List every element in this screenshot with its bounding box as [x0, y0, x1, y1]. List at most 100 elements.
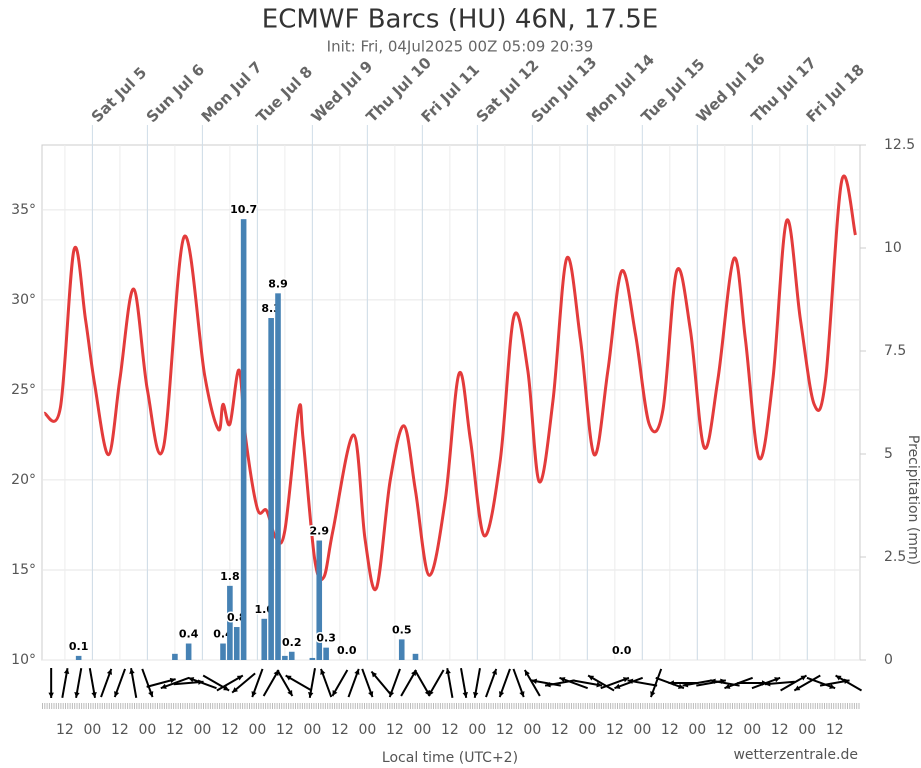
data-label: 0.5 — [392, 623, 412, 636]
precip-bar — [261, 618, 268, 660]
wind-arrow — [216, 674, 244, 692]
wind-head — [188, 677, 195, 683]
wind-arrow — [146, 677, 176, 688]
wind-arrow — [764, 680, 795, 687]
x-tick-label: 12 — [111, 722, 129, 738]
x-tick-label: 12 — [826, 722, 844, 738]
wind-head — [545, 681, 551, 688]
data-label: 0.4 — [179, 628, 199, 641]
wind-arrow — [48, 668, 54, 698]
data-label: 2.9 — [309, 525, 329, 538]
y2-tick-label: 0 — [884, 652, 893, 668]
y2-tick-label: 10 — [884, 240, 902, 256]
wind-arrow — [74, 668, 83, 698]
wind-head — [63, 668, 70, 674]
wind-head — [160, 683, 167, 689]
precip-bar — [323, 647, 329, 660]
wind-arrow — [682, 679, 713, 688]
wind-head — [614, 683, 621, 689]
wind-arrow — [251, 668, 264, 698]
wind-head — [354, 668, 360, 675]
x-tick-label: 00 — [138, 722, 156, 738]
y-tick-label: 20° — [11, 472, 36, 488]
wind-arrow — [370, 670, 392, 696]
wind-head — [236, 675, 243, 681]
wind-head — [106, 668, 113, 675]
wind-arrow — [512, 668, 525, 698]
wind-arrow — [806, 676, 836, 690]
data-label: 0.0 — [612, 644, 632, 657]
wind-arrow — [100, 668, 113, 698]
wind-arrow — [187, 676, 217, 690]
precip-bar — [268, 318, 274, 660]
precip-bar — [185, 643, 192, 660]
x-tick-label: 00 — [248, 722, 266, 738]
precip-bar — [288, 651, 295, 660]
y2-tick-label: 7.5 — [884, 343, 906, 359]
wind-head — [835, 675, 842, 681]
wind-head — [559, 677, 566, 683]
chart-subtitle: Init: Fri, 04Jul2025 00Z 05:09 20:39 — [327, 38, 594, 56]
wind-head — [800, 675, 807, 681]
wind-arrow — [347, 668, 360, 698]
precip-bar — [220, 643, 226, 660]
wind-arrow — [485, 668, 498, 698]
precip-bar — [275, 293, 281, 660]
wind-arrow — [160, 676, 190, 690]
precip-bar — [227, 585, 233, 660]
x-tick-label: 00 — [358, 722, 376, 738]
y2-tick-label: 2.5 — [884, 549, 906, 565]
x-tick-label: 12 — [276, 722, 294, 738]
precip-bar — [309, 657, 316, 660]
precip-bar — [412, 653, 419, 660]
wind-head — [285, 675, 292, 681]
precip-bar — [282, 655, 288, 660]
wind-arrow — [600, 676, 630, 690]
x-tick-label: 12 — [661, 722, 679, 738]
y2-tick-label: 5 — [884, 446, 893, 462]
wind-arrow — [614, 676, 644, 690]
precip-bar — [240, 219, 247, 660]
wind-arrow — [262, 669, 280, 697]
wind-arrow — [413, 669, 431, 697]
x-tick-label: 12 — [331, 722, 349, 738]
wind-head — [531, 678, 538, 685]
wind-head — [232, 687, 238, 693]
wind-head — [588, 675, 595, 681]
y-tick-label: 30° — [11, 292, 36, 308]
precip-bar — [398, 639, 405, 660]
wind-head — [91, 692, 97, 698]
wind-arrow — [61, 668, 70, 698]
precip-bar — [316, 540, 323, 660]
wind-arrow — [113, 668, 126, 698]
data-label: 0.2 — [282, 636, 302, 649]
x-tick-label: 00 — [578, 722, 596, 738]
wind-arrow — [141, 668, 154, 698]
wind-arrow — [445, 668, 454, 698]
wind-arrow — [331, 669, 349, 697]
x-tick-label: 12 — [771, 722, 789, 738]
wind-head — [710, 678, 716, 685]
wind-head — [368, 691, 374, 698]
x-tick-label: 00 — [523, 722, 541, 738]
wind-head — [794, 685, 801, 691]
wind-head — [622, 677, 629, 683]
wind-head — [251, 691, 257, 698]
x-tick-label: 00 — [303, 722, 321, 738]
wind-head — [596, 681, 603, 688]
x-tick-label: 12 — [386, 722, 404, 738]
wind-arrow — [751, 676, 781, 690]
y-tick-label: 15° — [11, 562, 36, 578]
wind-head — [462, 692, 468, 698]
x-tick-label: 00 — [688, 722, 706, 738]
wind-head — [668, 680, 674, 686]
wind-head — [445, 668, 451, 674]
data-label: 0.0 — [337, 644, 357, 657]
y-tick-label: 35° — [11, 202, 36, 218]
x2-tick-label: Sat Jul 5 — [88, 64, 151, 127]
wind-arrow — [231, 672, 256, 694]
wind-head — [169, 677, 176, 684]
x-tick-label: 12 — [56, 722, 74, 738]
x-tick-label: 00 — [468, 722, 486, 738]
